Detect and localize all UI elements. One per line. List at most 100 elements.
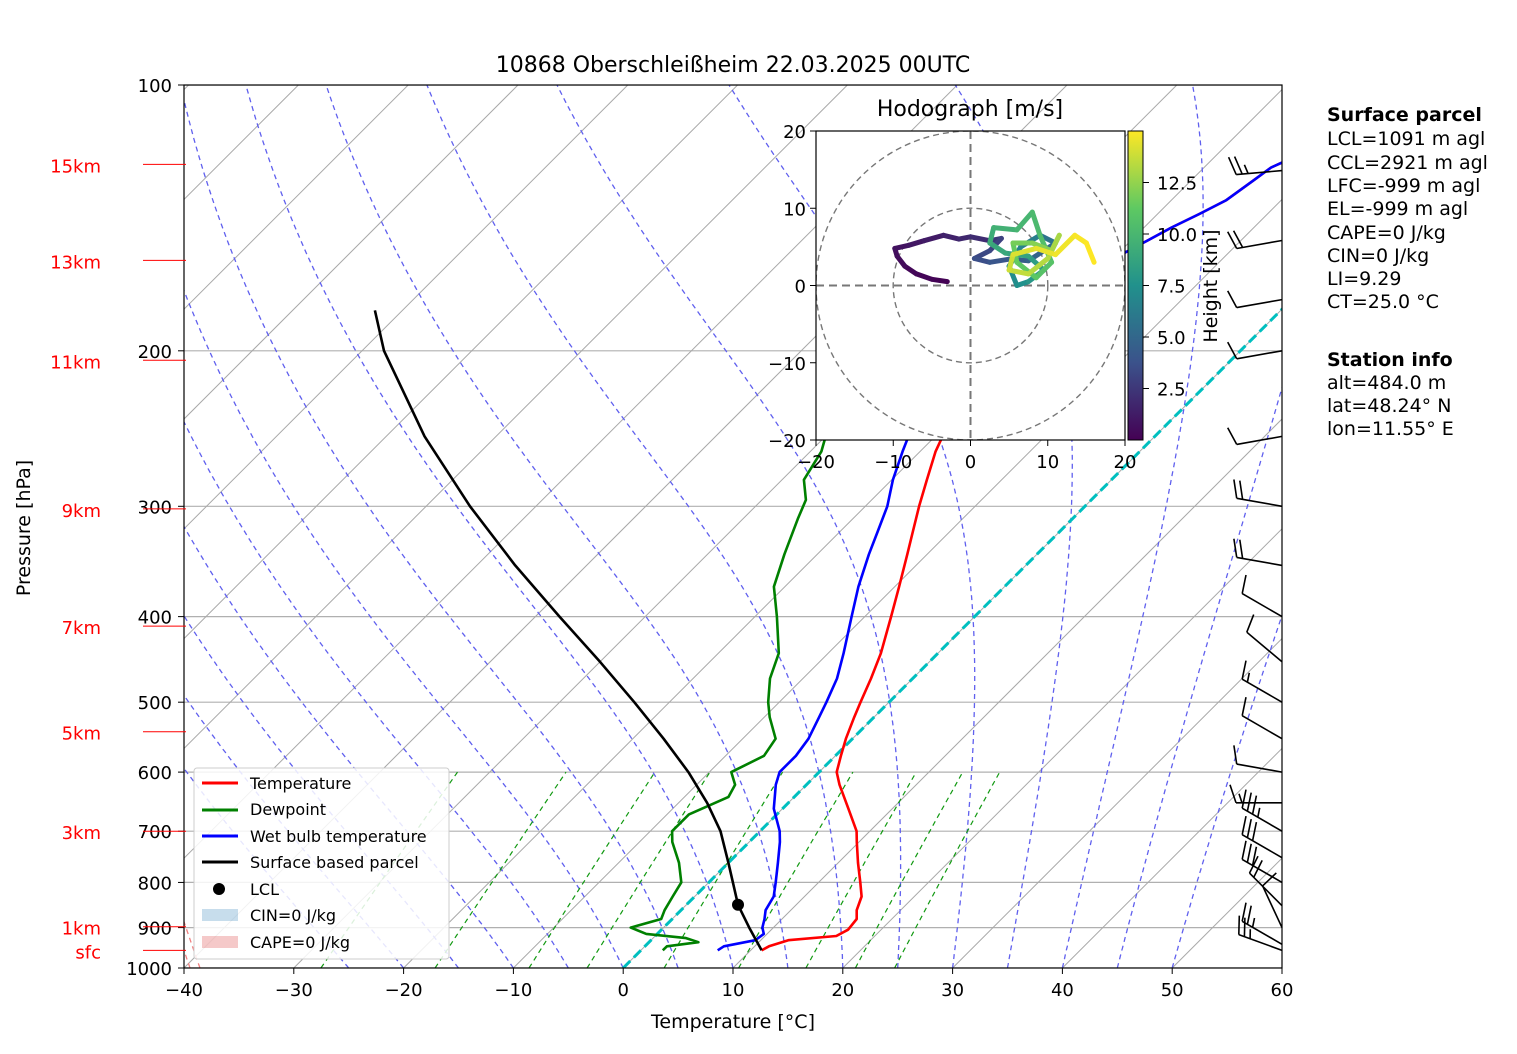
wind-barb [1227,156,1283,176]
colorbar [1127,130,1144,441]
lcl-marker [732,898,744,911]
isotherm [732,418,1282,968]
hodograph-segment [1029,209,1043,238]
wind-barb [1226,230,1283,250]
surface-parcel-line: CIN=0 J/kg [1327,245,1429,267]
barb-shaft [1236,556,1283,567]
x-tick-label: −10 [494,980,532,1001]
barb-half-flag [1243,164,1249,174]
station-info-line: alt=484.0 m [1327,372,1446,394]
hodograph-x-tick-label: 10 [1036,452,1059,473]
y-tick-label: 100 [138,76,172,97]
isotherm [842,528,1282,968]
moist-adiabat [1061,85,1204,968]
hodograph-segment [913,271,935,282]
barb-flag [1241,902,1247,922]
barb-flag [1241,574,1247,594]
wind-barb [1226,341,1283,360]
hodograph-segment [1006,267,1031,277]
mixing-ratio-line [528,771,656,968]
hodograph-segment [1010,245,1039,258]
surface-parcel-line: CT=25.0 °C [1327,291,1439,313]
barb-half-flag [1251,917,1256,928]
x-tick-label: 60 [1271,980,1294,1001]
barb-shaft [1261,885,1283,928]
wind-barb [1238,915,1283,952]
surface-parcel-line: CAPE=0 J/kg [1327,222,1446,244]
moist-adiabat [245,85,734,968]
isotherm [184,85,629,530]
y-tick-label: 1000 [126,959,172,980]
hodograph-segment [1083,240,1097,265]
moist-adiabat [954,85,1073,968]
barb-flag [1227,156,1237,175]
mixing-ratio-line [663,771,784,968]
hodograph-segment [968,234,993,244]
wind-barb [1226,290,1283,309]
wind-barb [1241,660,1283,703]
barb-flag [1241,840,1247,860]
moist-adiabat [184,288,624,968]
legend-label-lcl: LCL [250,880,279,899]
hodograph: Hodograph [m/s] −20−20 −10 −10 0 0 10 10 20 20 2… [768,97,1222,473]
hodograph-x-tick-label: −10 [874,452,912,473]
surface-parcel-heading: Surface parcel [1327,104,1482,126]
surface-parcel-line: LFC=-999 m agl [1327,175,1480,197]
legend-label-parcel: Surface based parcel [250,853,419,872]
barb-flag [1241,789,1247,809]
x-axis-label: Temperature [°C] [650,1011,815,1033]
hodograph-trace [892,209,1097,288]
x-axis-ticks: −40 −30 −20 −10 0 10 20 30 40 50 60 [165,968,1293,1001]
barb-flag [1233,479,1238,499]
colorbar-tick-label: 2.5 [1157,380,1186,401]
wind-barb [1241,840,1283,884]
barb-flag [1226,290,1238,308]
barb-flag [1251,846,1258,866]
barb-half-flag [1238,793,1243,804]
x-tick-label: 30 [941,980,964,1001]
moist-adiabat [1171,613,1282,968]
barb-shaft [1241,715,1283,740]
hodograph-segment [1006,252,1016,273]
hodograph-segment [1014,259,1039,281]
barb-shaft [1236,239,1283,250]
moist-adiabat [184,97,679,968]
wind-barb [1241,815,1283,859]
station-info-heading: Station info [1327,349,1453,371]
barb-flag [1233,156,1243,175]
legend-marker-lcl [213,883,225,895]
y-axis-ticks: 1000 900 800 700 600 500 400 300 200 100 [126,76,184,980]
barb-flag [1251,795,1258,815]
barb-flag [1226,231,1238,249]
mixing-ratio-line [894,771,1001,968]
colorbar-tick-label: 10.0 [1157,225,1197,246]
x-tick-label: −30 [275,980,313,1001]
hodograph-guides [816,131,1125,440]
barb-shaft [1236,763,1283,773]
x-tick-label: 20 [831,980,854,1001]
isotherm [184,85,519,420]
legend-label-temperature: Temperature [249,774,351,793]
moist-adiabat [184,420,569,968]
hodograph-y-tick-label: −10 [768,354,806,375]
hodograph-segment [1025,253,1047,273]
isotherm [184,85,848,750]
y-axis-label: Pressure [hPa] [13,460,35,596]
barb-flag [1246,818,1252,838]
wind-barb [1241,789,1283,832]
dry-adiabat [0,85,10,968]
hodograph-segment [921,232,946,244]
barb-flag [1262,872,1277,887]
height-label: 3km [62,823,101,844]
hodograph-segment [1033,259,1055,281]
barb-flag [1251,821,1258,841]
mixing-ratio-line [854,771,964,968]
isotherm [184,85,738,640]
barb-flag [1233,745,1238,765]
y-tick-label: 200 [138,342,172,363]
barb-flag [1246,905,1252,925]
hodograph-y-tick-label: 20 [783,122,806,143]
surface-parcel-line: LI=9.29 [1327,268,1401,290]
height-label: 13km [50,252,101,273]
